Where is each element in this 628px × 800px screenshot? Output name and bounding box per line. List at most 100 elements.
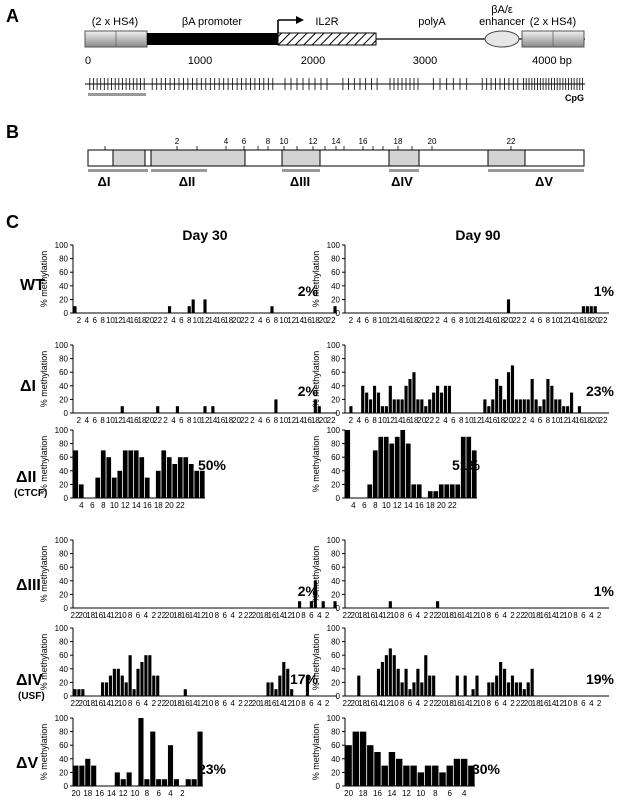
il2r-box bbox=[277, 32, 377, 46]
row-sublabel-usf: (USF) bbox=[18, 691, 45, 702]
methylation-bar bbox=[491, 399, 495, 413]
y-tick-label: 40 bbox=[331, 467, 340, 476]
x-tick-label: 20 bbox=[437, 699, 446, 708]
methylation-bar bbox=[100, 682, 105, 696]
x-tick-label: 18 bbox=[496, 416, 505, 425]
methylation-bar bbox=[428, 399, 432, 413]
x-tick-label: 10 bbox=[193, 316, 202, 325]
methylation-bar bbox=[408, 379, 412, 413]
x-tick-label: 6 bbox=[494, 699, 499, 708]
x-tick-label: 14 bbox=[547, 699, 556, 708]
y-tick-label: 0 bbox=[336, 494, 341, 503]
methylation-bar bbox=[388, 385, 392, 413]
methylation-bar bbox=[424, 655, 428, 696]
methylation-bar bbox=[510, 365, 515, 413]
y-axis-label: % methylation bbox=[39, 546, 49, 603]
x-tick-label: 16 bbox=[366, 611, 375, 620]
x-tick-label: 6 bbox=[309, 699, 314, 708]
y-tick-label: 0 bbox=[64, 782, 69, 791]
x-tick-label: 14 bbox=[275, 699, 284, 708]
cpg-label: CpG bbox=[565, 93, 584, 103]
x-tick-label: 14 bbox=[394, 416, 403, 425]
x-tick-label: 20 bbox=[344, 789, 353, 798]
methylation-bar bbox=[144, 477, 150, 498]
enhancer-label-1: βA/ε bbox=[491, 4, 513, 16]
enhancer-ellipse bbox=[484, 30, 520, 48]
x-tick-label: 8 bbox=[373, 501, 378, 510]
methylation-bar bbox=[81, 689, 85, 696]
y-axis-label: % methylation bbox=[39, 351, 49, 408]
x-tick-label: 16 bbox=[575, 416, 584, 425]
methylation-bar bbox=[439, 772, 446, 786]
y-axis-label: % methylation bbox=[311, 251, 321, 308]
x-tick-label: 14 bbox=[387, 789, 396, 798]
x-tick-label: 8 bbox=[187, 416, 192, 425]
x-tick-label: 8 bbox=[187, 316, 192, 325]
methylation-bar bbox=[412, 682, 416, 696]
methylation-bar bbox=[405, 443, 411, 498]
summary-percentage: 2% bbox=[298, 283, 319, 299]
x-tick-label: 20 bbox=[350, 611, 359, 620]
x-tick-label: 16 bbox=[94, 611, 103, 620]
methylation-bar bbox=[530, 668, 534, 696]
x-tick-label: 6 bbox=[222, 611, 227, 620]
promoter-label: βA promoter bbox=[182, 16, 242, 28]
y-tick-label: 20 bbox=[331, 590, 340, 599]
x-tick-label: 16 bbox=[143, 501, 152, 510]
x-tick-label: 14 bbox=[107, 789, 116, 798]
x-tick-label: 22 bbox=[516, 699, 525, 708]
methylation-bar bbox=[309, 601, 313, 608]
x-tick-label: 4 bbox=[171, 416, 176, 425]
methylation-bar bbox=[116, 668, 120, 696]
methylation-bar bbox=[203, 406, 207, 413]
x-tick-label: 8 bbox=[101, 501, 106, 510]
methylation-bar bbox=[138, 718, 144, 786]
x-tick-label: 20 bbox=[591, 316, 600, 325]
x-tick-label: 8 bbox=[372, 316, 377, 325]
x-tick-label: 16 bbox=[95, 789, 104, 798]
methylation-bar bbox=[506, 682, 511, 696]
methylation-bar bbox=[381, 765, 388, 786]
x-tick-label: 2 bbox=[424, 699, 429, 708]
x-tick-label: 2 bbox=[163, 416, 168, 425]
methylation-bar bbox=[542, 399, 546, 413]
methylation-bar bbox=[449, 484, 455, 498]
y-tick-label: 20 bbox=[59, 295, 68, 304]
y-tick-label: 0 bbox=[336, 409, 341, 418]
methylation-bar bbox=[100, 450, 106, 498]
enhancer-label-2: enhancer bbox=[479, 16, 525, 28]
y-tick-label: 60 bbox=[59, 368, 68, 377]
row-label-delta-2: ΔII bbox=[16, 469, 36, 486]
x-tick-label: 2 bbox=[250, 316, 255, 325]
methylation-bar bbox=[305, 675, 310, 696]
y-tick-label: 40 bbox=[331, 755, 340, 764]
x-tick-label: 14 bbox=[208, 316, 217, 325]
methylation-bar bbox=[526, 399, 530, 413]
methylation-bar bbox=[566, 406, 570, 413]
summary-percentage: 51% bbox=[452, 457, 481, 473]
x-tick-label: 4 bbox=[317, 699, 322, 708]
y-tick-label: 80 bbox=[59, 638, 68, 647]
methylation-bar bbox=[369, 399, 373, 413]
summary-percentage: 1% bbox=[594, 583, 615, 599]
x-tick-label: 4 bbox=[85, 416, 90, 425]
y-tick-label: 80 bbox=[331, 440, 340, 449]
methylation-bar bbox=[162, 779, 168, 786]
x-tick-label: 16 bbox=[303, 316, 312, 325]
x-tick-label: 22 bbox=[71, 699, 80, 708]
y-axis-label: % methylation bbox=[39, 436, 49, 493]
methylation-bar bbox=[562, 406, 566, 413]
methylation-bar bbox=[357, 675, 361, 696]
x-tick-label: 14 bbox=[480, 316, 489, 325]
y-tick-label: 80 bbox=[331, 728, 340, 737]
methylation-bar bbox=[374, 752, 381, 786]
row-label-delta-1: ΔI bbox=[20, 378, 36, 395]
methylation-bar bbox=[282, 662, 286, 696]
x-tick-label: 18 bbox=[173, 611, 182, 620]
b-num-14: 14 bbox=[332, 137, 341, 146]
methylation-bar bbox=[522, 399, 526, 413]
